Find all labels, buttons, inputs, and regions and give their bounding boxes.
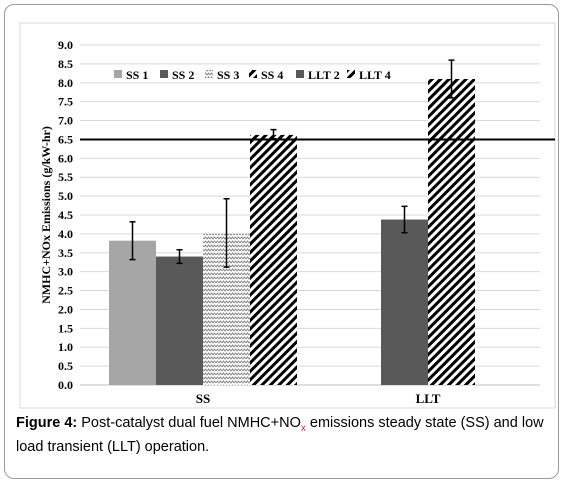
bar-ss-4	[250, 134, 297, 385]
y-tick-label: 6.5	[58, 132, 73, 146]
legend-label: SS 1	[126, 68, 148, 82]
bar-llt-4	[428, 79, 475, 385]
legend-swatch	[296, 70, 304, 78]
legend-swatch	[347, 70, 355, 78]
y-tick-label: 7.5	[58, 95, 73, 109]
caption-text-a: Post-catalyst dual fuel NMHC+NO	[77, 415, 301, 431]
caption-label: Figure 4:	[16, 415, 78, 431]
bar-ss-2	[156, 256, 203, 385]
y-tick-label: 0.0	[58, 378, 73, 392]
figure-caption: Figure 4: Post-catalyst dual fuel NMHC+N…	[16, 414, 554, 456]
y-tick-label: 1.0	[58, 340, 73, 354]
y-tick-label: 2.0	[58, 302, 73, 316]
y-tick-label: 4.5	[58, 208, 73, 222]
bar-ss-1	[109, 240, 156, 385]
legend-label: LLT 4	[359, 68, 391, 82]
caption-subscript: x	[300, 422, 306, 434]
y-tick-label: 2.5	[58, 284, 73, 298]
legend-label: SS 4	[261, 68, 283, 82]
legend-swatch	[114, 70, 122, 78]
bar-llt-2	[381, 219, 428, 385]
legend-label: SS 3	[217, 68, 239, 82]
category-label: LLT	[416, 391, 441, 406]
y-tick-label: 0.5	[58, 359, 73, 373]
caption-text-b: emissions steady state (SS) and low load…	[16, 415, 544, 455]
legend-label: LLT 2	[308, 68, 340, 82]
legend-label: SS 2	[172, 68, 194, 82]
plot-area-border	[19, 22, 556, 409]
y-tick-label: 7.0	[58, 114, 73, 128]
y-tick-label: 5.0	[58, 189, 73, 203]
y-tick-label: 1.5	[58, 321, 73, 335]
y-tick-label: 9.0	[58, 38, 73, 52]
y-tick-label: 8.5	[58, 57, 73, 71]
y-tick-label: 8.0	[58, 76, 73, 90]
y-tick-label: 3.0	[58, 265, 73, 279]
category-label: SS	[196, 391, 210, 406]
legend-swatch	[249, 70, 257, 78]
y-tick-label: 6.0	[58, 151, 73, 165]
y-tick-label: 4.0	[58, 227, 73, 241]
y-axis-label: NMHC+NOx Emissions (g/kW-hr)	[39, 126, 53, 304]
bar-chart: 0.0 0.5 1.0 1.5 2.0 2.5 3.0 3.5 4.0 4.5 5.0 5.5 6.0 6…	[19, 22, 556, 409]
y-tick-label: 3.5	[58, 246, 73, 260]
legend-swatch	[160, 70, 168, 78]
y-tick-label: 5.5	[58, 170, 73, 184]
legend-swatch	[205, 70, 213, 78]
